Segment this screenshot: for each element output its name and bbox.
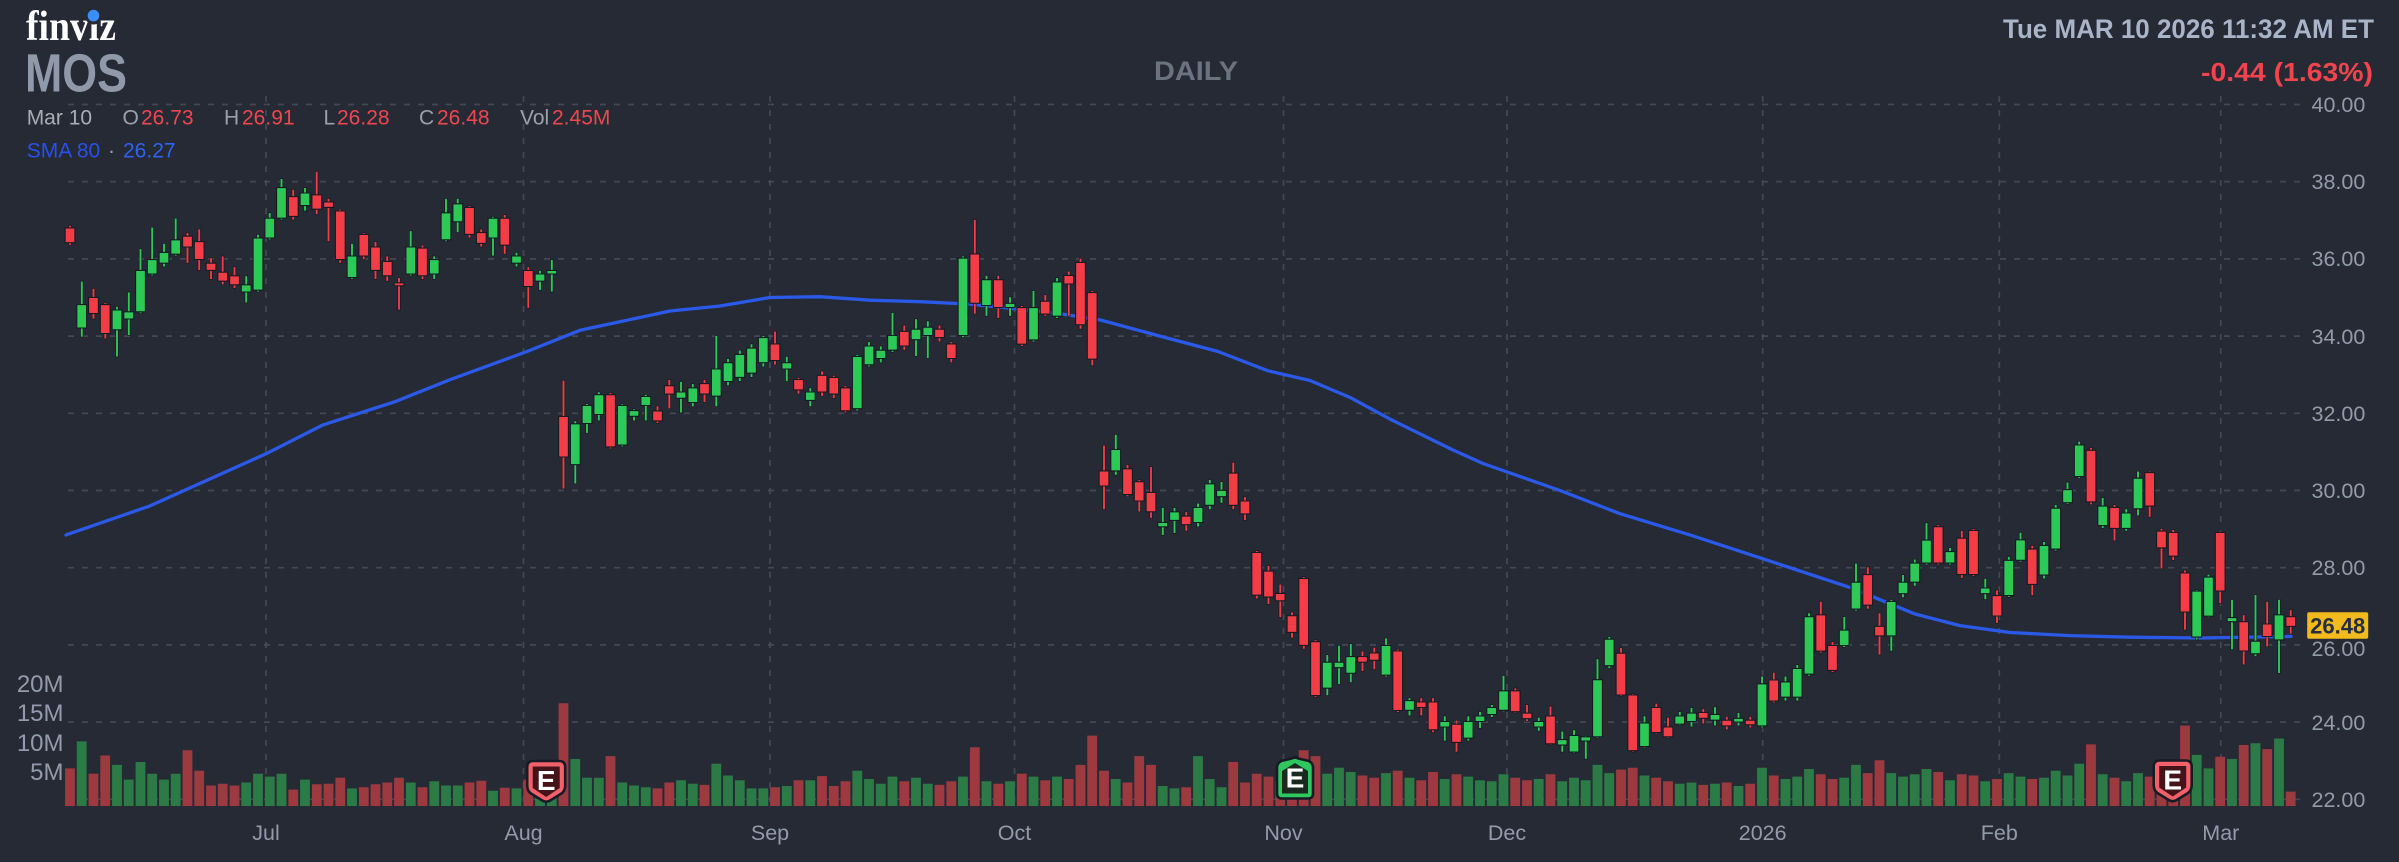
svg-text:Vol: Vol xyxy=(520,107,549,130)
svg-text:O: O xyxy=(123,107,139,130)
svg-text:10M: 10M xyxy=(17,730,64,757)
svg-text:40.00: 40.00 xyxy=(2312,93,2366,117)
svg-text:MOS: MOS xyxy=(25,44,127,104)
svg-text:E: E xyxy=(537,765,556,796)
svg-text:26.73: 26.73 xyxy=(141,107,194,130)
svg-text:26.28: 26.28 xyxy=(337,107,390,130)
svg-text:30.00: 30.00 xyxy=(2312,479,2366,503)
svg-text:-0.44 (1.63%): -0.44 (1.63%) xyxy=(2201,57,2373,87)
svg-text:·: · xyxy=(108,139,115,162)
svg-text:E: E xyxy=(1286,763,1305,794)
svg-text:5M: 5M xyxy=(30,759,63,786)
svg-text:Tue MAR 10 2026 11:32 AM ET: Tue MAR 10 2026 11:32 AM ET xyxy=(2003,14,2374,44)
svg-text:Oct: Oct xyxy=(998,821,1031,845)
svg-text:SMA 80: SMA 80 xyxy=(27,139,101,162)
svg-text:26.00: 26.00 xyxy=(2312,637,2366,661)
svg-text:C: C xyxy=(419,107,434,130)
svg-text:finviz: finviz xyxy=(26,4,116,50)
svg-text:26.27: 26.27 xyxy=(123,139,176,162)
svg-text:E: E xyxy=(2163,765,2182,796)
svg-text:15M: 15M xyxy=(17,700,64,727)
svg-text:2.45M: 2.45M xyxy=(552,107,610,130)
svg-text:28.00: 28.00 xyxy=(2312,556,2366,580)
svg-text:Mar: Mar xyxy=(2202,821,2239,845)
svg-text:32.00: 32.00 xyxy=(2312,402,2366,426)
svg-text:Nov: Nov xyxy=(1264,821,1302,845)
svg-text:26.48: 26.48 xyxy=(437,107,490,130)
svg-text:Dec: Dec xyxy=(1488,821,1526,845)
svg-text:2026: 2026 xyxy=(1739,821,1787,845)
svg-text:20M: 20M xyxy=(17,671,64,698)
svg-text:38.00: 38.00 xyxy=(2312,170,2366,194)
svg-text:36.00: 36.00 xyxy=(2312,247,2366,271)
svg-text:26.91: 26.91 xyxy=(242,107,295,130)
svg-text:Mar 10: Mar 10 xyxy=(27,107,92,130)
svg-text:Feb: Feb xyxy=(1981,821,2018,845)
svg-text:34.00: 34.00 xyxy=(2312,325,2366,349)
svg-text:H: H xyxy=(224,107,239,130)
svg-text:22.00: 22.00 xyxy=(2312,788,2366,812)
svg-text:L: L xyxy=(324,107,336,130)
svg-text:Sep: Sep xyxy=(751,821,789,845)
svg-text:24.00: 24.00 xyxy=(2312,711,2366,735)
svg-text:Aug: Aug xyxy=(504,821,542,845)
svg-text:DAILY: DAILY xyxy=(1154,56,1238,86)
svg-text:Jul: Jul xyxy=(252,821,279,845)
svg-text:26.48: 26.48 xyxy=(2310,614,2365,639)
